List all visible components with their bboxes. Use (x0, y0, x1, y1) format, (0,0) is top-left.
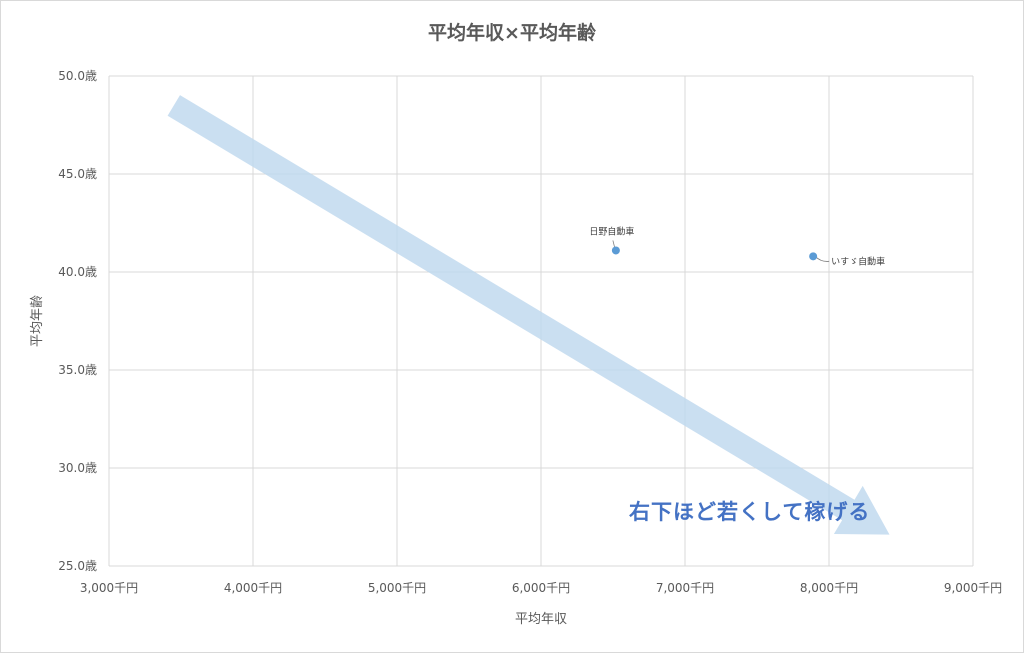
point-label: いすゞ自動車 (831, 255, 885, 267)
x-axis-ticks: 3,000千円 4,000千円 5,000千円 6,000千円 7,000千円 8,000… (80, 581, 1002, 595)
leader-line (814, 256, 830, 262)
y-axis-title: 平均年齢 (30, 295, 45, 347)
x-tick-label: 9,000千円 (944, 581, 1002, 595)
data-point (611, 246, 620, 255)
y-tick-label: 25.0歳 (58, 559, 97, 573)
y-tick-label: 50.0歳 (58, 69, 97, 83)
grid-lines (108, 75, 974, 567)
x-tick-label: 6,000千円 (512, 581, 570, 595)
point-label: 日野自動車 (589, 225, 634, 237)
x-tick-label: 4,000千円 (224, 581, 282, 595)
trend-arrow (167, 95, 890, 535)
y-axis-ticks: 25.0歳 30.0歳 35.0歳 40.0歳 45.0歳 50.0歳 (58, 69, 97, 573)
trend-arrow-shape (167, 95, 890, 535)
y-tick-label: 30.0歳 (58, 461, 97, 475)
x-tick-label: 3,000千円 (80, 581, 138, 595)
annotation-text: 右下ほど若くして稼げる (629, 500, 870, 524)
y-tick-label: 40.0歳 (58, 265, 97, 279)
y-tick-label: 45.0歳 (58, 167, 97, 181)
x-tick-label: 5,000千円 (368, 581, 426, 595)
data-point (809, 252, 818, 261)
chart-title: 平均年収×平均年齢 (428, 21, 597, 44)
x-axis-title: 平均年収 (515, 612, 567, 627)
x-tick-label: 8,000千円 (800, 581, 858, 595)
y-tick-label: 35.0歳 (58, 363, 97, 377)
x-tick-label: 7,000千円 (656, 581, 714, 595)
